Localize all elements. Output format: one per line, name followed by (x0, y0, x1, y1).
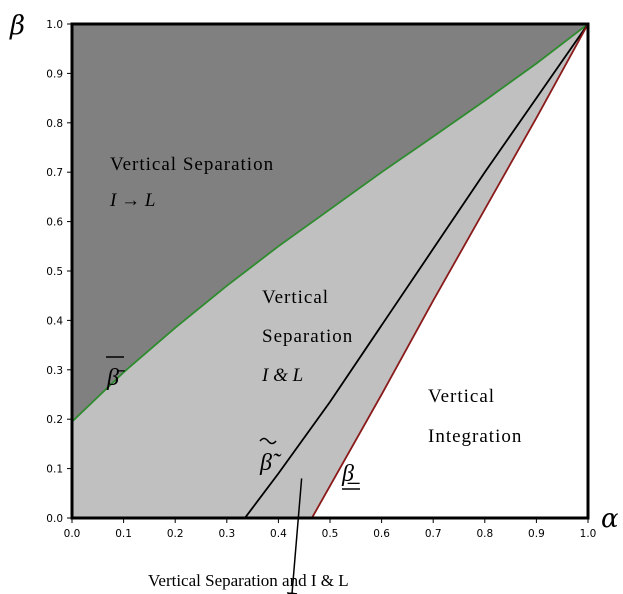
beta-tilde-curve (244, 24, 588, 518)
x-tick-label: 0.0 (64, 528, 81, 540)
beta-tilde-mark (259, 437, 277, 445)
x-tick-label: 0.5 (322, 528, 339, 540)
y-tick-label: 0.2 (46, 414, 63, 426)
x-tick-label: 0.9 (528, 528, 545, 540)
y-tick-label: 0.7 (46, 167, 63, 179)
y-tick-label: 0.5 (46, 266, 63, 278)
series-layer (72, 24, 588, 518)
light-gray-region (72, 24, 588, 518)
y-tick-label: 0.1 (46, 464, 63, 476)
region-label-vertical-separation: Vertical Separation (110, 154, 274, 175)
y-tick-label: 0.0 (46, 513, 63, 525)
region-label-vertical-2: Vertical (428, 386, 495, 407)
y-tick-label: 0.4 (46, 315, 63, 327)
y-axis-symbol: β (9, 11, 25, 41)
x-tick-label: 0.1 (115, 528, 132, 540)
x-tick-label: 1.0 (580, 528, 597, 540)
y-tick-label: 1.0 (46, 19, 63, 31)
region-label-i-and-l: I & L (261, 365, 303, 386)
x-tick-label: 0.8 (476, 528, 493, 540)
x-axis-symbol: α (601, 504, 619, 534)
beta-under-curve (311, 24, 588, 518)
annotation-caption: Vertical Separation and I & L (148, 571, 349, 590)
annotation-arrow (286, 478, 303, 594)
x-tick-label: 0.6 (373, 528, 390, 540)
region-label-integration: Integration (428, 426, 522, 447)
x-tick-label: 0.2 (167, 528, 184, 540)
x-tick-label: 0.4 (270, 528, 287, 540)
y-tick-label: 0.6 (46, 217, 63, 229)
y-tick-label: 0.8 (46, 118, 63, 130)
x-tick-label: 0.3 (218, 528, 235, 540)
y-tick-label: 0.3 (46, 365, 63, 377)
region-label-i-to-l: I → L (109, 190, 155, 211)
region-label-vertical: Vertical (262, 287, 329, 308)
x-tick-label: 0.7 (425, 528, 442, 540)
y-tick-label: 0.9 (46, 68, 63, 80)
beta-bar-curve (72, 24, 588, 423)
tick-layer: 0.0 0.1 0.2 0.3 0.4 0.5 0.6 0.7 0.8 0.9 1.0 0.0 0.1 0… (46, 19, 596, 540)
region-label-separation: Separation (262, 326, 353, 347)
dark-gray-region (72, 24, 588, 422)
